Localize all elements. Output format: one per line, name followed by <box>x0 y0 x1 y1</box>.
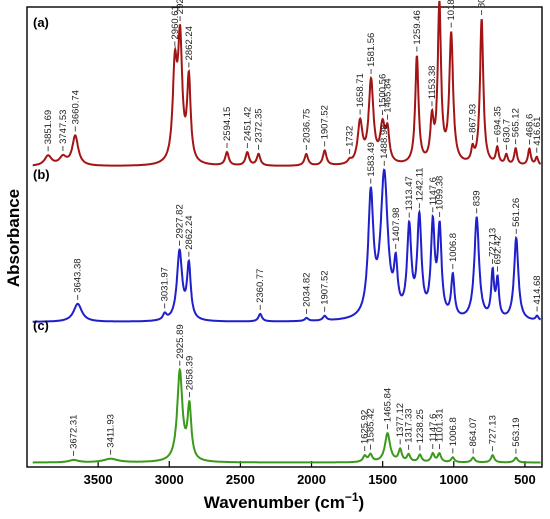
panel-label: (a) <box>33 15 49 30</box>
peak-label: 1465.84 <box>383 78 394 112</box>
peak-label: 2360.77 <box>255 269 266 303</box>
peak-label: 3851.69 <box>43 110 54 144</box>
x-axis-label: Wavenumber (cm−1) <box>204 490 364 512</box>
peak-label: 1658.71 <box>355 73 366 107</box>
peak-label: 2862.24 <box>184 215 195 249</box>
panel-label: (b) <box>33 167 50 182</box>
peak-label: 1625.92 <box>360 410 371 444</box>
peak-label: 1238.25 <box>415 409 426 443</box>
peak-label: 2034.82 <box>302 273 313 307</box>
x-tick-label: 3000 <box>155 472 184 487</box>
peak-label: 1242.11 <box>414 168 425 202</box>
peak-label: 3660.74 <box>70 90 81 124</box>
peak-label: 2925.89 <box>175 324 186 358</box>
peak-label: 804.28 <box>477 0 488 8</box>
x-tick-label: 1000 <box>439 472 468 487</box>
peak-label: 1500.56 <box>378 74 389 108</box>
peak-label: 2862.24 <box>184 26 195 60</box>
peak-label: 1488.98 <box>379 125 390 159</box>
peak-label: 1259.46 <box>412 10 423 44</box>
peak-label: 867.93 <box>468 104 479 133</box>
peak-label: 1147.6 <box>428 414 439 442</box>
peak-label: 1907.52 <box>320 105 331 139</box>
x-tick-label: 3500 <box>84 472 113 487</box>
x-tick-label: 2000 <box>297 472 326 487</box>
x-tick-label: 2500 <box>226 472 255 487</box>
peak-label: 694.35 <box>492 106 503 135</box>
peak-label: 468.6 <box>524 114 535 138</box>
peak-label: 2923.96 <box>175 0 186 14</box>
peak-label: 1153.38 <box>427 66 438 100</box>
peak-label: 630.7 <box>501 119 512 143</box>
peak-label: 1101.31 <box>434 408 445 442</box>
peak-label: 1099.38 <box>435 176 446 210</box>
spectrum-line <box>32 0 542 167</box>
peak-label: 1317.33 <box>404 408 415 442</box>
panel-label: (c) <box>33 318 49 333</box>
peak-label: 3672.31 <box>69 415 80 449</box>
x-axis-label-unit-exponent: −1 <box>345 490 359 504</box>
peak-label: 1147.6 <box>428 177 439 205</box>
peak-label: 1006.8 <box>448 233 459 262</box>
x-axis-label-close: ) <box>359 493 365 512</box>
peak-label: 2594.15 <box>222 107 233 141</box>
peak-label: 561.26 <box>511 198 522 227</box>
peak-label: 2451.42 <box>242 107 253 141</box>
peak-label: 3747.53 <box>58 110 69 144</box>
peak-label: 1585.42 <box>366 408 377 442</box>
peak-label: 727.13 <box>488 415 499 444</box>
peak-label: 1907.52 <box>320 270 331 304</box>
peak-label: 1583.49 <box>366 142 377 176</box>
peak-label: 3411.93 <box>106 414 117 448</box>
peak-label: 727.13 <box>488 228 499 257</box>
peak-label: 2036.75 <box>301 109 312 143</box>
peak-label: 839 <box>472 190 483 206</box>
x-tick-label: 500 <box>514 472 536 487</box>
peak-label: 2372.35 <box>254 108 265 142</box>
peak-label: 1581.56 <box>366 33 377 67</box>
peak-label: 1313.47 <box>404 176 415 210</box>
plot-frame <box>26 6 543 468</box>
peak-label: 1732 <box>345 126 356 147</box>
peak-label: 3031.97 <box>160 267 171 301</box>
peak-label: 416.61 <box>532 117 543 146</box>
peak-label: 2960.61 <box>170 5 181 39</box>
y-axis-label: Absorbance <box>4 189 23 287</box>
spectrum-line <box>32 168 542 323</box>
peak-label: 1465.84 <box>383 388 394 422</box>
peak-label: 3643.38 <box>73 258 84 292</box>
peak-label: 1018.37 <box>446 0 457 21</box>
x-axis-ticks: 3500 3000 2500 2000 1500 1000 500 <box>84 461 536 487</box>
peak-label: 692.42 <box>493 235 504 264</box>
peak-label: 563.19 <box>511 418 522 447</box>
peak-label: 565.12 <box>511 108 522 137</box>
peak-label: 2927.82 <box>175 204 186 238</box>
peak-label: 1377.12 <box>395 403 406 437</box>
spectrum-line <box>32 367 541 464</box>
peak-label: 864.07 <box>468 417 479 446</box>
peak-label: 414.68 <box>532 275 543 304</box>
peak-label: 1006.8 <box>448 417 459 446</box>
x-tick-label: 1500 <box>368 472 397 487</box>
peak-label: 2858.39 <box>184 356 195 390</box>
peak-label: 1407.98 <box>391 208 402 242</box>
